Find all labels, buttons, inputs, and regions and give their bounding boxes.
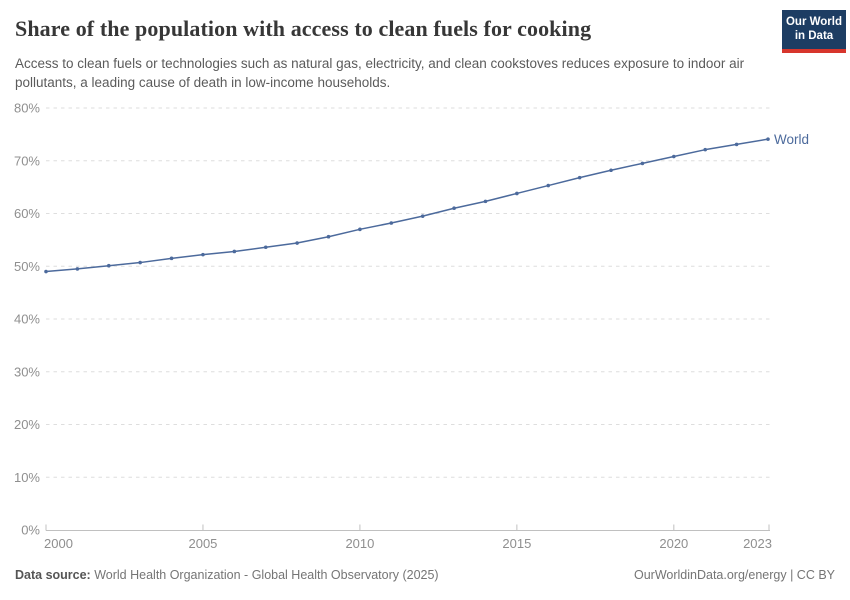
data-point-marker xyxy=(389,221,394,225)
data-point-marker xyxy=(703,147,708,152)
data-point-marker xyxy=(75,267,80,271)
data-point-marker xyxy=(609,168,613,173)
data-point-marker xyxy=(106,263,111,268)
data-point-marker xyxy=(295,241,299,245)
x-axis-tick-label: 2015 xyxy=(502,536,531,551)
y-axis-tick-label: 10% xyxy=(14,470,40,485)
data-point-marker xyxy=(358,227,362,232)
y-axis-tick-label: 80% xyxy=(14,101,40,116)
data-point-marker xyxy=(201,252,205,257)
y-axis-tick-label: 70% xyxy=(14,153,40,168)
data-point-marker xyxy=(734,142,739,147)
x-axis-tick-label: 2010 xyxy=(345,536,374,551)
data-point-marker xyxy=(766,137,770,141)
data-point-marker xyxy=(263,245,268,250)
chart-title: Share of the population with access to c… xyxy=(15,16,592,41)
y-axis-tick-label: 30% xyxy=(14,364,40,379)
y-axis-tick-label: 0% xyxy=(21,523,40,538)
x-axis-tick-label: 2023 xyxy=(743,536,772,551)
data-point-marker xyxy=(420,214,425,218)
y-axis-tick-label: 40% xyxy=(14,312,40,327)
data-source-text: World Health Organization - Global Healt… xyxy=(94,568,439,582)
owid-logo[interactable]: Our World in Data xyxy=(782,10,846,53)
owid-logo-line1: Our World xyxy=(785,16,842,28)
series-end-label: World xyxy=(774,132,809,147)
data-point-marker xyxy=(672,154,676,159)
data-point-marker xyxy=(138,260,142,265)
owid-logo-line2: in Data xyxy=(794,30,834,43)
data-point-marker xyxy=(640,161,645,166)
data-point-marker xyxy=(483,199,488,204)
data-point-marker xyxy=(44,269,48,274)
data-point-marker xyxy=(546,183,551,188)
data-source-note: Data source: World Health Organization -… xyxy=(15,568,439,582)
y-axis-tick-label: 20% xyxy=(14,417,40,432)
chart-footer: Data source: World Health Organization -… xyxy=(15,568,835,582)
world-line-series xyxy=(45,138,769,273)
y-axis-tick-label: 60% xyxy=(14,206,40,221)
x-axis-tick-label: 2020 xyxy=(659,536,688,551)
y-axis-tick-label: 50% xyxy=(14,259,40,274)
credit-link[interactable]: OurWorldinData.org/energy | CC BY xyxy=(633,568,835,582)
chart-subtitle: Access to clean fuels or technologies su… xyxy=(15,56,745,90)
data-point-marker xyxy=(577,175,582,180)
data-point-marker xyxy=(452,206,456,211)
x-axis-tick-label: 2005 xyxy=(188,536,217,551)
data-point-marker xyxy=(515,191,519,196)
data-point-marker xyxy=(232,249,237,254)
x-axis-tick-label: 2000 xyxy=(44,536,73,551)
data-point-marker xyxy=(169,256,174,261)
data-source-label: Data source: xyxy=(15,568,91,582)
data-point-marker xyxy=(326,234,331,239)
